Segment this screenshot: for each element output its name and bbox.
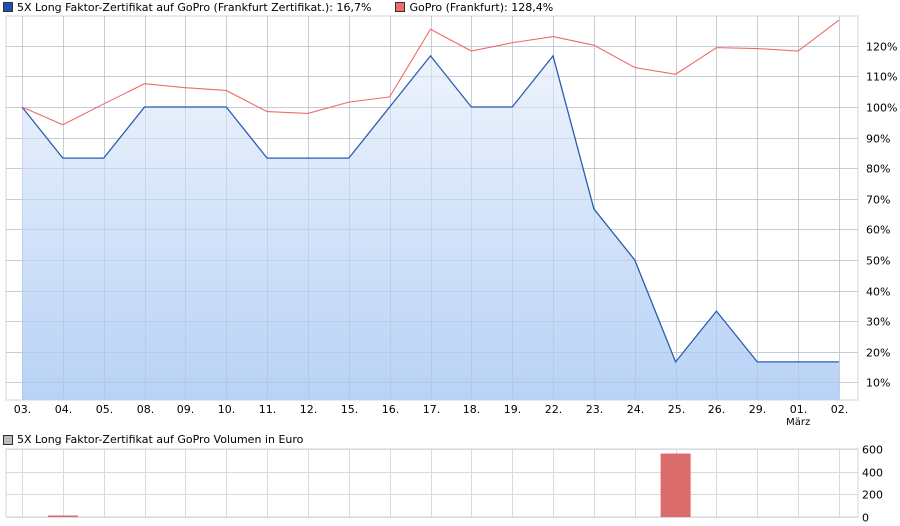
x-tick-label: 15. <box>341 403 359 416</box>
y-tick-label: 100% <box>866 102 897 115</box>
x-tick-label: 01. <box>790 403 808 416</box>
volume-y-tick-label: 400 <box>862 467 883 480</box>
x-tick-label: 09. <box>177 403 195 416</box>
x-tick-label: 02. <box>831 403 849 416</box>
volume-legend: 5X Long Faktor-Zertifikat auf GoPro Volu… <box>3 433 303 446</box>
y-tick-label: 70% <box>866 194 890 207</box>
legend-swatch-blue <box>3 2 13 12</box>
certificate-area-fill <box>22 55 839 400</box>
gopro-line <box>21 19 840 126</box>
y-tick-label: 40% <box>866 286 890 299</box>
legend-item-gopro: GoPro (Frankfurt): 128,4% <box>395 1 553 14</box>
x-tick-label: 29. <box>749 403 767 416</box>
x-tick-label: 08. <box>137 403 155 416</box>
x-tick-label: 26. <box>708 403 726 416</box>
y-tick-label: 20% <box>866 347 890 360</box>
month-label: März <box>786 417 810 428</box>
y-tick-label: 10% <box>866 377 890 390</box>
chart-legend: 5X Long Faktor-Zertifikat auf GoPro (Fra… <box>3 0 577 14</box>
legend-swatch-red <box>395 2 406 12</box>
legend-swatch-gray <box>3 434 13 445</box>
y-tick-label: 110% <box>866 71 897 84</box>
y-tick-label: 50% <box>866 255 890 268</box>
x-tick-label: 16. <box>382 403 400 416</box>
y-tick-label: 30% <box>866 316 890 329</box>
x-tick-label: 03. <box>14 403 32 416</box>
legend-label-gopro: GoPro (Frankfurt): 128,4% <box>409 0 554 14</box>
legend-item-certificate: 5X Long Faktor-Zertifikat auf GoPro (Fra… <box>3 1 371 14</box>
volume-legend-label: 5X Long Faktor-Zertifikat auf GoPro Volu… <box>17 433 304 446</box>
volume-bar <box>47 515 78 517</box>
certificate-line <box>21 54 839 364</box>
volume-y-tick-label: 600 <box>862 444 883 457</box>
x-tick-label: 04. <box>55 403 73 416</box>
y-tick-label: 60% <box>866 224 890 237</box>
y-tick-label: 80% <box>866 163 890 176</box>
y-tick-label: 120% <box>866 41 897 54</box>
x-tick-label: 19. <box>504 403 522 416</box>
x-tick-label: 05. <box>96 403 114 416</box>
y-tick-label: 90% <box>866 133 890 146</box>
x-tick-label: 23. <box>586 403 604 416</box>
volume-y-tick-label: 0 <box>862 512 869 525</box>
x-tick-label: 11. <box>259 403 277 416</box>
x-tick-label: 17. <box>423 403 441 416</box>
x-tick-label: 10. <box>218 403 236 416</box>
x-tick-label: 24. <box>627 403 645 416</box>
x-tick-label: 18. <box>463 403 481 416</box>
volume-y-tick-label: 200 <box>862 489 883 502</box>
volume-bar <box>660 453 691 517</box>
x-tick-label: 22. <box>545 403 563 416</box>
x-tick-label: 25. <box>668 403 686 416</box>
x-tick-label: 12. <box>300 403 318 416</box>
legend-label-certificate: 5X Long Faktor-Zertifikat auf GoPro (Fra… <box>17 0 372 14</box>
price-chart: 10% 20% 30% 40% 50% 60% 70% 80% 90% 100% 110% 120% 0… <box>5 15 897 428</box>
